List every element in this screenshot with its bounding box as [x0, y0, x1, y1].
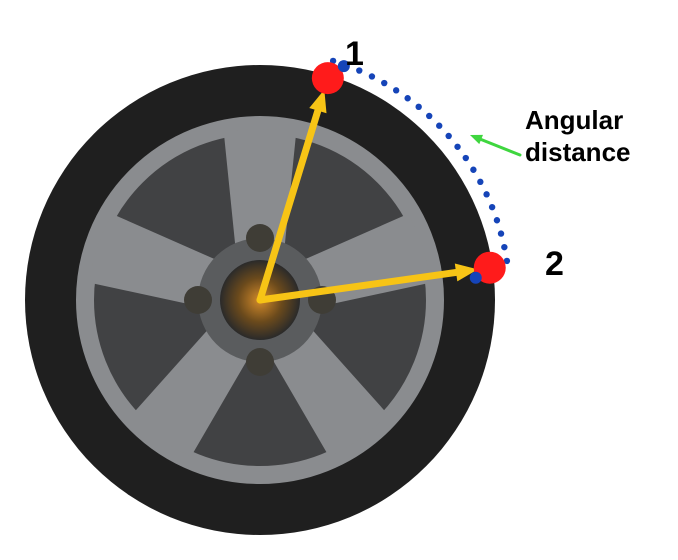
annotation-line-1: Angular — [525, 105, 623, 136]
point-1-label: 1 — [345, 35, 364, 74]
diagram-canvas — [0, 0, 678, 560]
annotation-line-2: distance — [525, 137, 631, 168]
point-2-label: 2 — [545, 245, 564, 284]
annotation-arrow — [470, 135, 520, 155]
